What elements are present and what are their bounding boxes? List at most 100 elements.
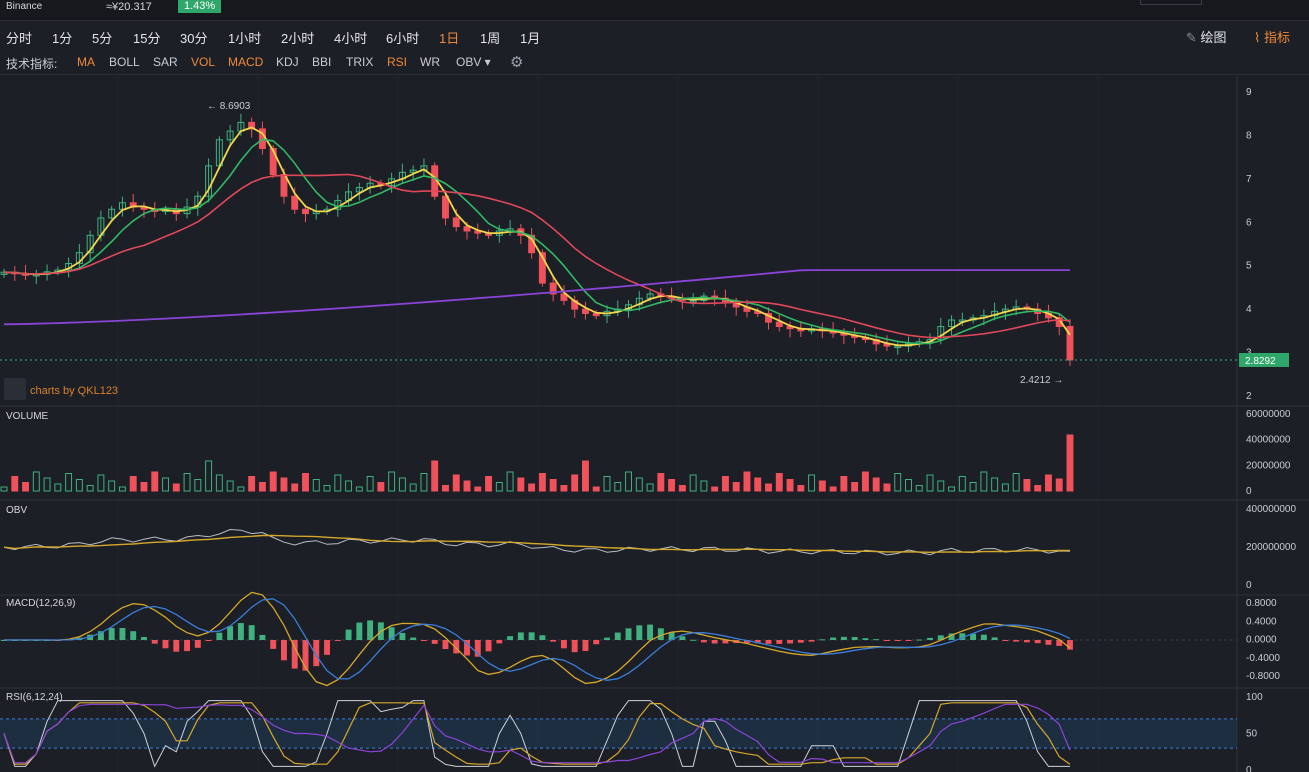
macd-histogram-bar (227, 626, 234, 640)
macd-histogram-bar (970, 633, 977, 640)
macd-histogram-bar (44, 640, 51, 641)
macd-tick-label: 0.0000 (1246, 635, 1277, 646)
volume-bar (678, 485, 686, 492)
indicator-tool-label: 指标 (1263, 30, 1290, 45)
volume-bar (226, 480, 234, 492)
candle-body (442, 195, 449, 219)
indicator-rsi[interactable]: RSI (387, 55, 408, 69)
macd-dea-line (4, 598, 1071, 681)
indicator-macd[interactable]: MACD (228, 55, 264, 69)
timeframe-5[interactable]: 1小时 (228, 31, 262, 46)
candle-body (11, 271, 19, 275)
indicator-bbi[interactable]: BBI (312, 55, 332, 69)
candle-body (657, 293, 665, 297)
timeframe-10[interactable]: 1周 (480, 31, 501, 46)
macd-histogram-bar (614, 632, 621, 640)
macd-histogram-bar (65, 639, 72, 641)
macd-histogram-bar (948, 633, 955, 640)
volume-bar (420, 473, 428, 492)
macd-histogram-bar (808, 640, 815, 642)
change-badge: 1.43% (178, 0, 222, 13)
macd-histogram-bar (711, 640, 718, 644)
timeframe-4[interactable]: 30分 (180, 31, 208, 46)
volume-bar (162, 477, 169, 492)
draw-tool-button[interactable]: ✎ 绘图 (1186, 27, 1227, 46)
obv-ma-line (3, 534, 1071, 554)
rsi-title: RSI(6,12,24) (6, 692, 63, 703)
timeframe-1[interactable]: 1分 (52, 31, 73, 46)
macd-histogram-bar (1, 640, 7, 641)
rsi-tick-label: 50 (1246, 729, 1258, 740)
macd-histogram-bar (442, 640, 449, 650)
indicator-vol[interactable]: VOL (191, 55, 216, 69)
candle-body (883, 343, 891, 347)
timeframe-6[interactable]: 2小时 (281, 31, 315, 46)
indicator-sar[interactable]: SAR (153, 55, 178, 69)
macd-histogram-bar (550, 640, 557, 642)
indicator-boll[interactable]: BOLL (109, 55, 140, 69)
obv-tick-label: 0 (1246, 580, 1252, 591)
candle-body (205, 165, 213, 197)
candle-body (517, 228, 525, 236)
settings-gear-icon[interactable]: ⚙ (510, 54, 524, 71)
indicator-trix[interactable]: TRIX (346, 55, 374, 69)
volume-bar (237, 486, 245, 492)
timeframe-9[interactable]: 1日 (439, 31, 460, 46)
macd-tick-label: 0.8000 (1246, 598, 1277, 609)
timeframe-2[interactable]: 5分 (92, 31, 113, 46)
candle-body (937, 326, 945, 341)
macd-histogram-bar (464, 640, 470, 656)
indicator-obv[interactable]: OBV ▾ (456, 55, 491, 69)
timeframe-0[interactable]: 分时 (6, 31, 33, 46)
header-dropdown-button[interactable] (1140, 0, 1202, 5)
volume-bar (485, 476, 493, 492)
volume-bar (581, 460, 589, 492)
ma10-line (3, 138, 1071, 345)
candle-body (700, 295, 708, 301)
candle-body (495, 230, 503, 236)
macd-histogram-bar (733, 640, 740, 644)
volume-bar (129, 476, 137, 492)
volume-bar (1066, 434, 1074, 492)
macd-histogram-bar (173, 640, 180, 652)
volume-bar (743, 471, 751, 492)
candle-body (237, 121, 245, 132)
volume-bar (517, 477, 525, 492)
candle-body (312, 210, 320, 215)
indicator-wr[interactable]: WR (420, 55, 440, 69)
indicator-kdj[interactable]: KDJ (276, 55, 299, 69)
macd-histogram-bar (474, 640, 481, 657)
macd-tick-label: -0.8000 (1246, 671, 1280, 682)
candle-body (97, 217, 105, 236)
high-annotation: ← 8.6903 (207, 101, 251, 112)
candle-body (1066, 326, 1074, 361)
volume-bar (958, 476, 966, 492)
macd-histogram-bar (291, 640, 298, 669)
volume-bar (1055, 478, 1063, 492)
macd-histogram-bar (162, 640, 169, 649)
macd-histogram-bar (636, 625, 643, 640)
macd-histogram-bar (76, 637, 83, 640)
indicator-tool-button[interactable]: ⌇ 指标 (1254, 27, 1290, 46)
candle-body (861, 336, 869, 341)
volume-bar (495, 482, 503, 492)
draw-tool-label: 绘图 (1200, 30, 1227, 45)
obv-line (3, 528, 1071, 556)
volume-bar (291, 483, 299, 492)
volume-bar (625, 471, 632, 492)
timeframe-8[interactable]: 6小时 (386, 31, 420, 46)
macd-tick-label: -0.4000 (1246, 653, 1280, 664)
volume-bar (398, 477, 406, 492)
price-tick-label: 4 (1246, 304, 1252, 315)
volume-bar (668, 479, 676, 492)
indicator-ma[interactable]: MA (77, 55, 95, 69)
candle-body (560, 293, 568, 301)
volume-bar (872, 477, 880, 492)
timeframe-11[interactable]: 1月 (520, 31, 541, 46)
candle-body (86, 234, 94, 254)
timeframe-3[interactable]: 15分 (133, 31, 161, 46)
macd-histogram-bar (862, 638, 869, 640)
volume-bar (614, 482, 622, 492)
timeframe-7[interactable]: 4小时 (334, 31, 368, 46)
